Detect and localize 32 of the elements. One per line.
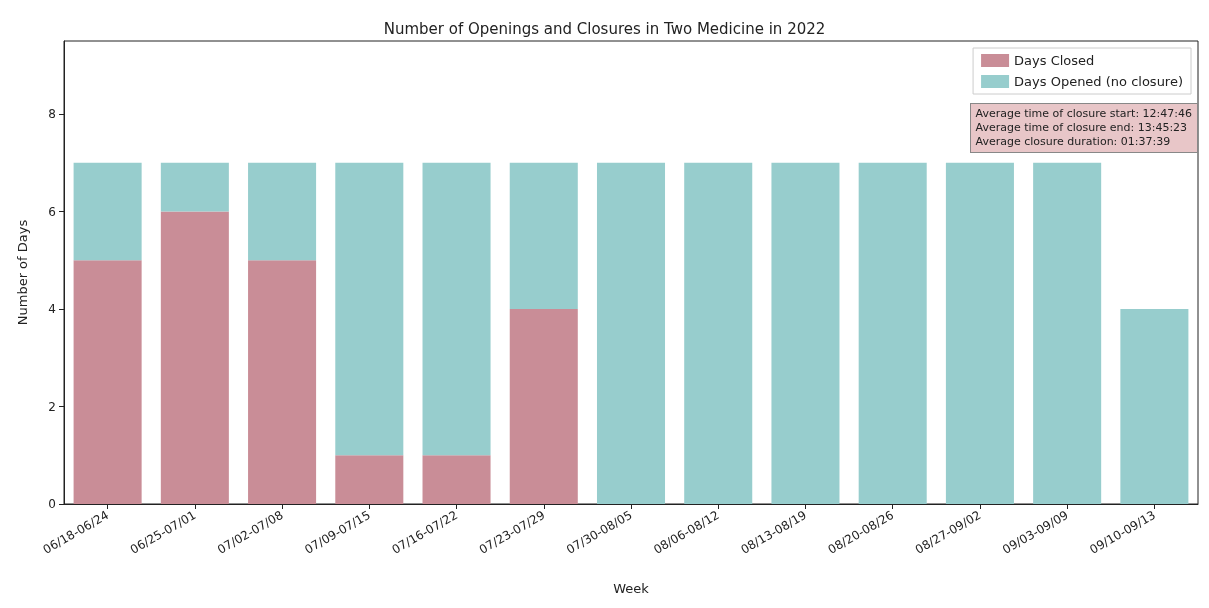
bar <box>73 260 142 504</box>
bar <box>73 162 142 261</box>
annotation: Average closure duration: 01:37:39 <box>975 135 1172 149</box>
y-tick-label: 8 <box>48 107 56 122</box>
annotation: Average time of closure end: 13:45:23 <box>975 121 1189 135</box>
y-tick-label: 0 <box>48 497 56 511</box>
bar <box>509 162 578 310</box>
y-tick-label: 2 <box>48 399 56 414</box>
annotation: Average time of closure start: 12:47:46 <box>975 107 1192 121</box>
y-axis-title: Number of Days <box>15 219 30 326</box>
chart-title: Number of Openings and Closures in Two Medicine in 2022 <box>383 19 826 38</box>
bar <box>1120 309 1189 504</box>
bar <box>945 162 1014 504</box>
x-axis-title: Week <box>613 581 650 596</box>
bar <box>422 162 491 456</box>
legend-label: Days Opened (no closure) <box>1014 74 1184 89</box>
bar <box>248 162 317 261</box>
bar <box>335 162 404 456</box>
bar <box>771 162 840 504</box>
bar <box>684 162 753 504</box>
legend-label: Days Closed <box>1014 53 1095 68</box>
y-tick-label: 6 <box>48 204 56 219</box>
bar <box>858 162 927 504</box>
bar <box>335 455 404 504</box>
y-tick-label: 4 <box>48 302 56 317</box>
bar <box>596 162 666 504</box>
bar <box>422 455 491 504</box>
bar <box>248 260 317 504</box>
bar <box>160 211 229 504</box>
bar <box>1033 162 1102 504</box>
bar <box>509 309 578 504</box>
bar <box>160 162 229 212</box>
